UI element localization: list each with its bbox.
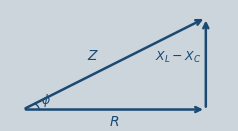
Text: R: R — [110, 115, 119, 129]
Text: $\phi$: $\phi$ — [41, 92, 51, 109]
Text: Z: Z — [87, 49, 96, 63]
Text: $X_L - X_C$: $X_L - X_C$ — [155, 50, 202, 65]
